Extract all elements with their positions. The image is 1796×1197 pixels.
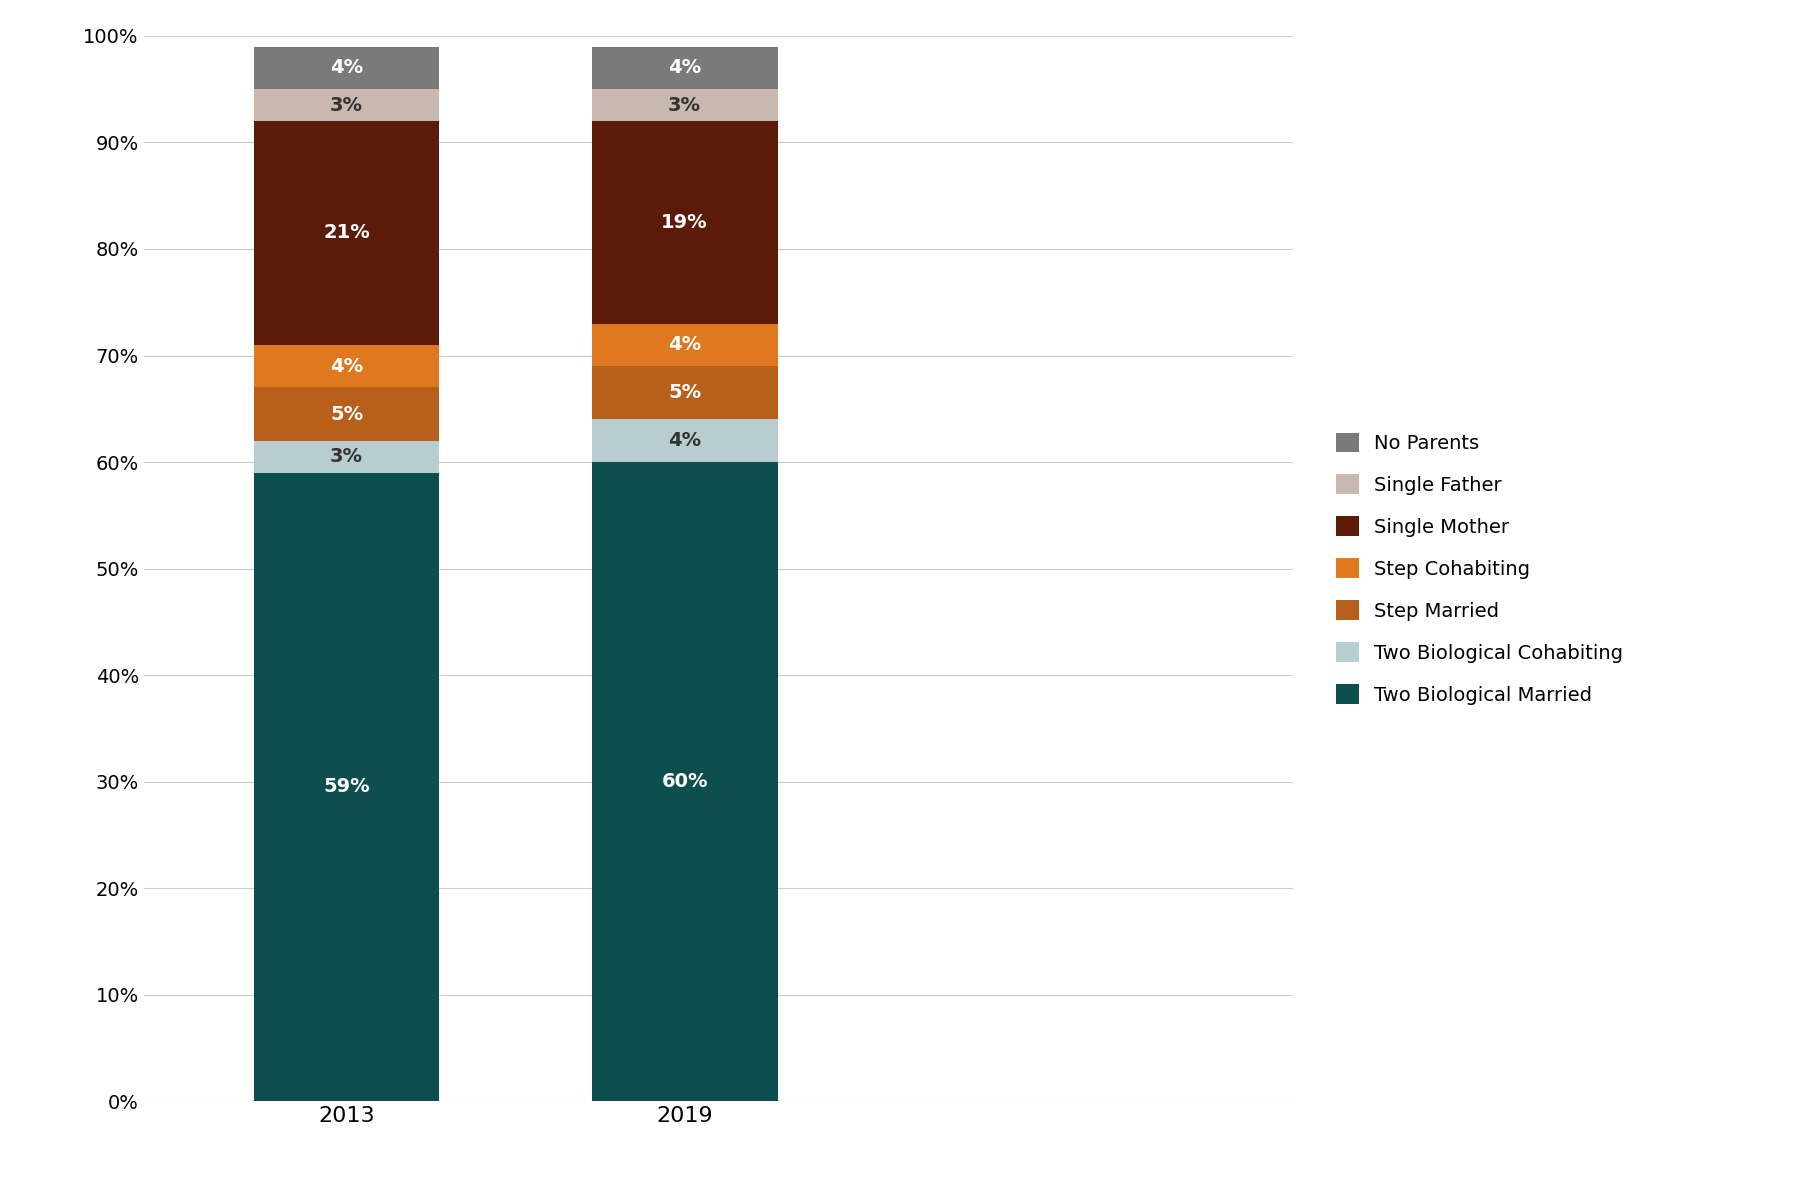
Text: 60%: 60% <box>661 772 708 791</box>
Bar <box>591 90 778 121</box>
Text: 4%: 4% <box>668 431 700 450</box>
Text: 5%: 5% <box>330 405 363 424</box>
Bar <box>591 121 778 323</box>
Text: 3%: 3% <box>668 96 700 115</box>
Text: 59%: 59% <box>323 778 370 796</box>
Bar <box>253 388 440 440</box>
Text: 4%: 4% <box>668 59 700 78</box>
Bar <box>253 90 440 121</box>
Text: 3%: 3% <box>330 448 363 466</box>
Text: 3%: 3% <box>330 96 363 115</box>
Text: 4%: 4% <box>330 59 363 78</box>
Bar <box>253 440 440 473</box>
Bar <box>253 121 440 345</box>
Legend: No Parents, Single Father, Single Mother, Step Cohabiting, Step Married, Two Bio: No Parents, Single Father, Single Mother… <box>1325 423 1633 715</box>
Text: 4%: 4% <box>330 357 363 376</box>
Text: 5%: 5% <box>668 383 700 402</box>
Bar <box>591 462 778 1101</box>
Bar <box>591 47 778 90</box>
Bar <box>253 345 440 388</box>
Bar <box>253 47 440 90</box>
Text: 21%: 21% <box>323 224 370 243</box>
Text: 19%: 19% <box>661 213 708 232</box>
Bar <box>591 366 778 419</box>
Bar <box>591 419 778 462</box>
Text: 4%: 4% <box>668 335 700 354</box>
Bar <box>591 323 778 366</box>
Bar <box>253 473 440 1101</box>
